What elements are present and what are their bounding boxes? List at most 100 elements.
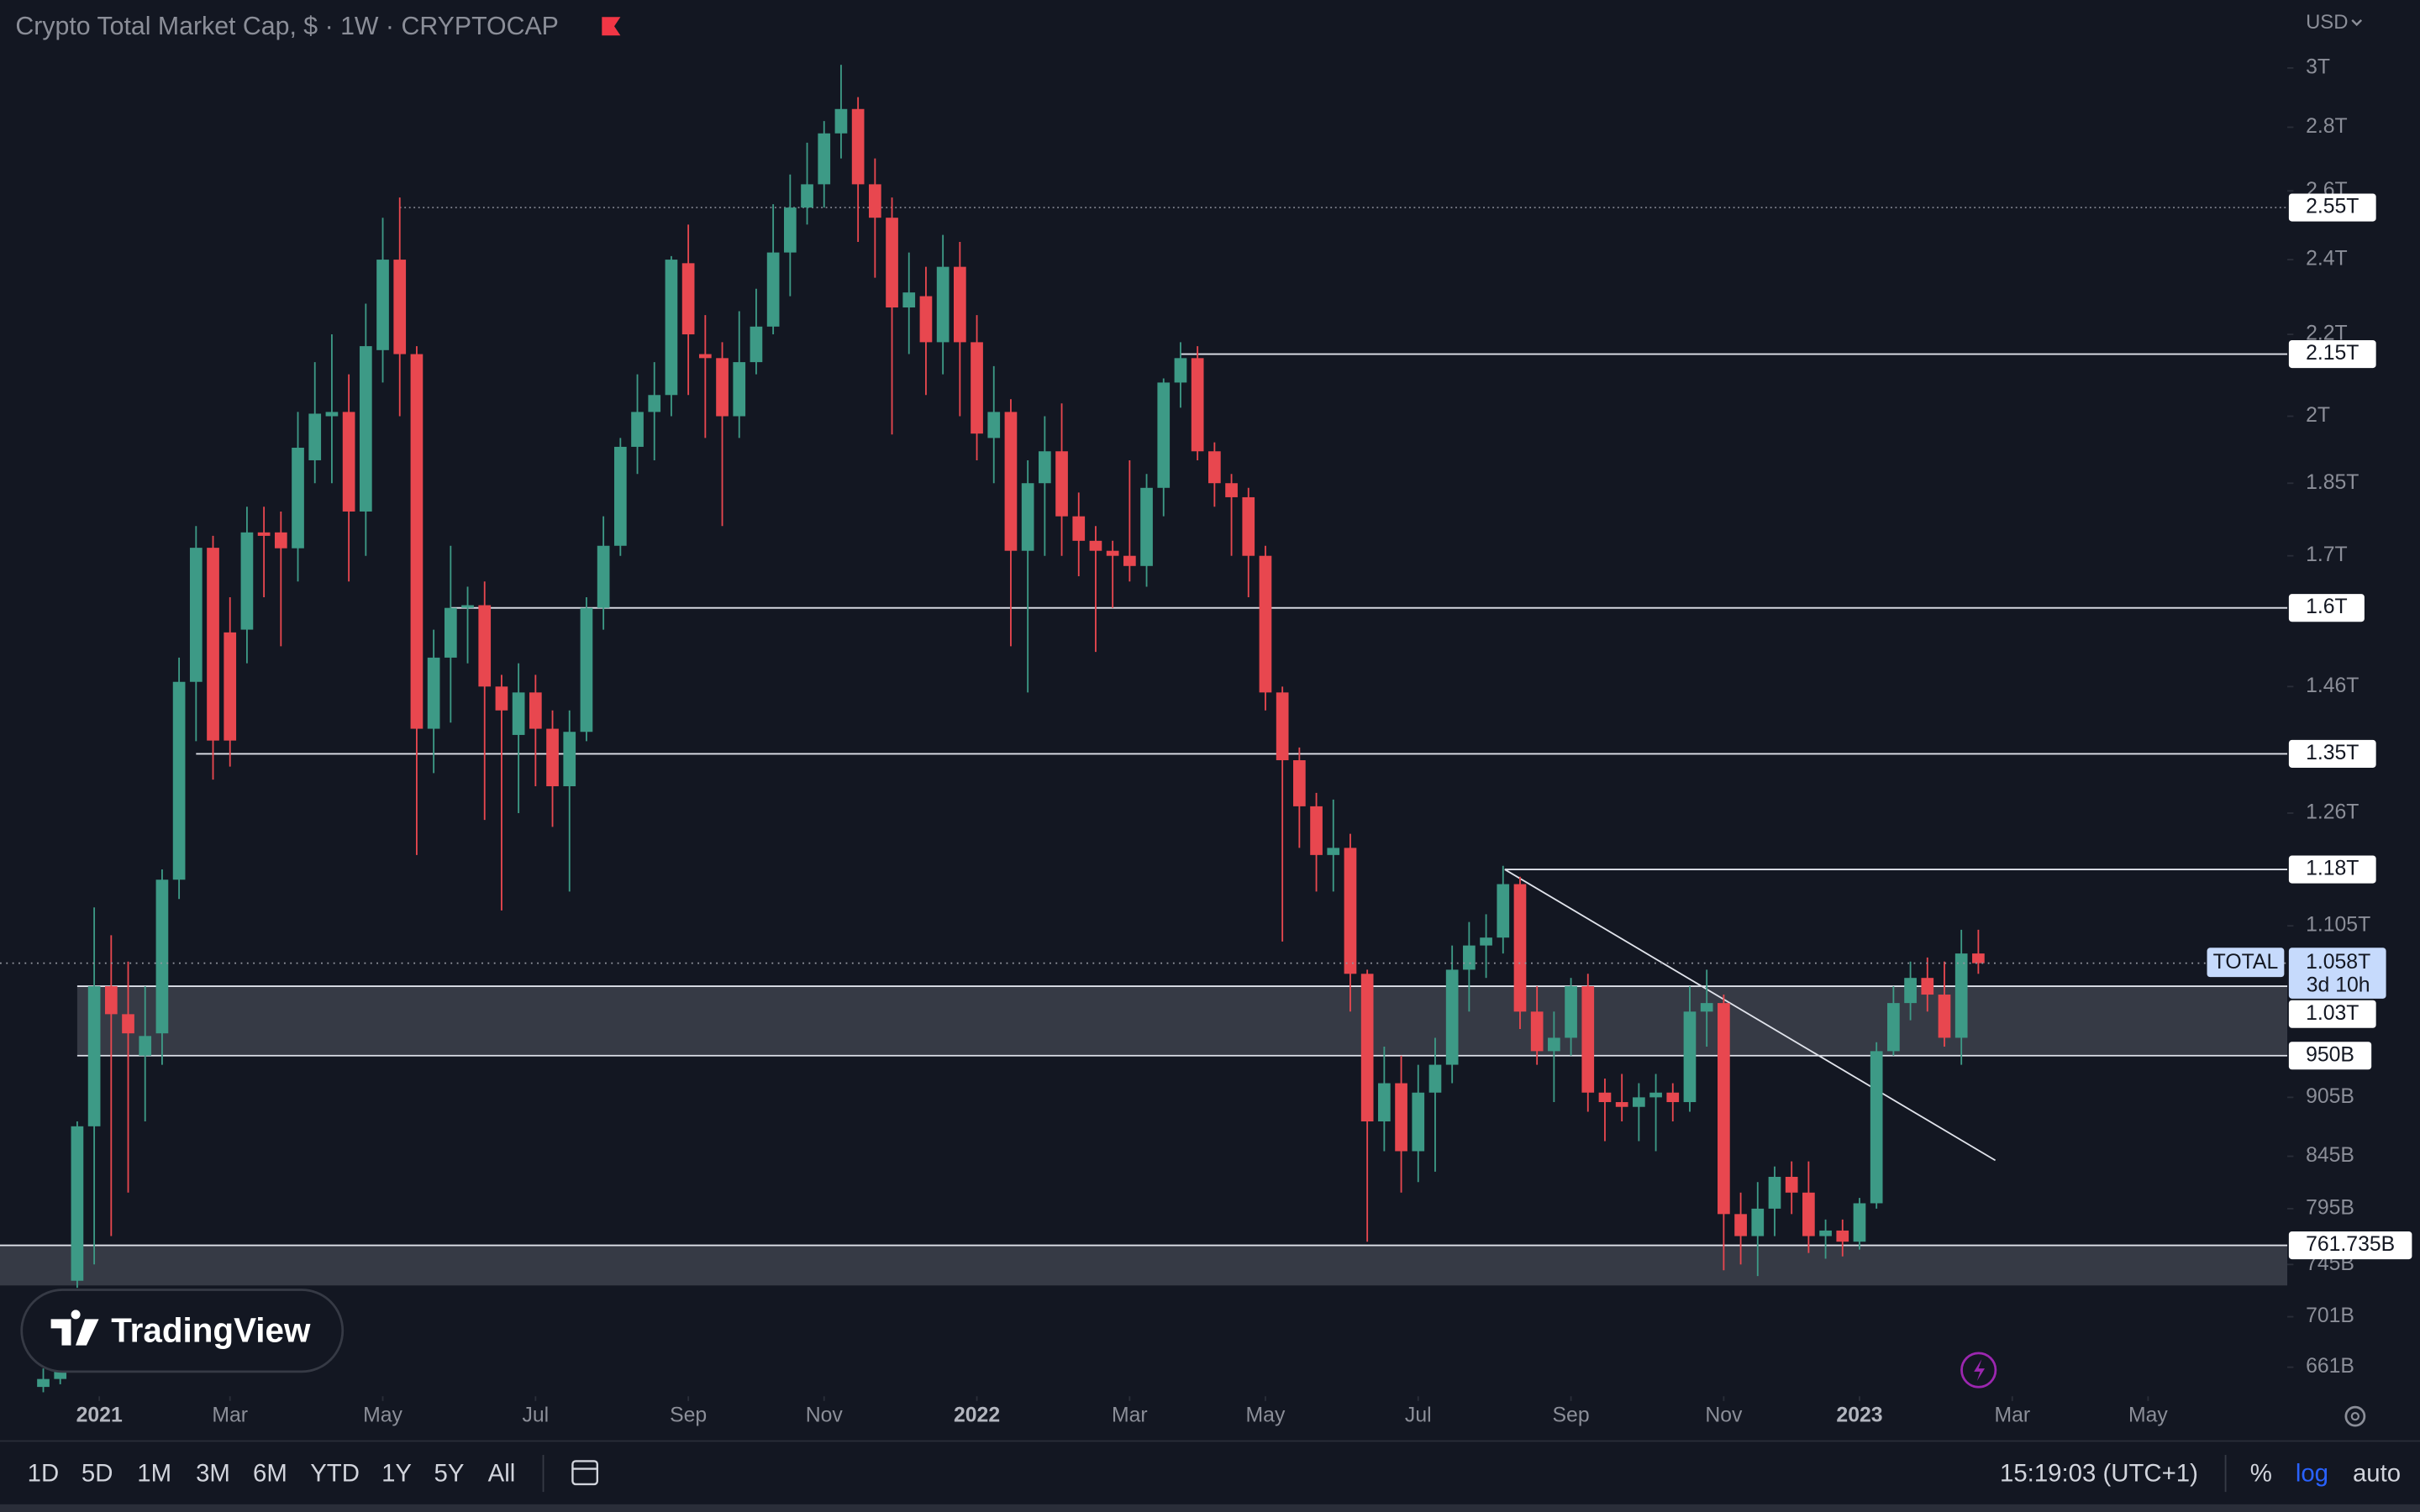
candle-body: [1734, 1214, 1747, 1236]
gear-hub: [2350, 1411, 2360, 1421]
y-tick-label: 3T: [2306, 55, 2330, 78]
level-label: 1.18T: [2306, 858, 2359, 880]
candle-body: [478, 605, 492, 687]
level-label-box: [2288, 1000, 2376, 1028]
interval-button[interactable]: 3M: [196, 1460, 230, 1488]
candle-body: [1666, 1092, 1680, 1103]
date-range-button[interactable]: [571, 1460, 599, 1486]
logo[interactable]: TradingView: [20, 1289, 345, 1373]
interval-button[interactable]: 1D: [28, 1460, 60, 1488]
candle-body: [733, 362, 746, 417]
candle-body: [1140, 487, 1153, 566]
candle-body: [1072, 516, 1086, 541]
level-label-box: [2288, 855, 2376, 884]
candle-body: [224, 632, 237, 741]
y-tick-label: 795B: [2306, 1196, 2354, 1219]
percent-toggle[interactable]: %: [2250, 1460, 2272, 1488]
candle-body: [1174, 358, 1187, 383]
candle-body: [716, 358, 729, 417]
candle-body: [1768, 1177, 1781, 1209]
candle-body: [87, 986, 101, 1126]
calendar-icon: [571, 1460, 599, 1486]
candle-body: [292, 448, 304, 549]
candle-body: [563, 732, 576, 787]
candle-body: [1870, 1051, 1883, 1204]
auto-toggle[interactable]: auto: [2353, 1460, 2401, 1488]
candle-body: [207, 548, 219, 741]
interval-button[interactable]: YTD: [310, 1460, 360, 1488]
x-tick-label: 2022: [954, 1404, 1000, 1427]
clock[interactable]: 15:19:03 (UTC+1): [2000, 1460, 2198, 1488]
candle-body: [1004, 412, 1018, 551]
candle-body: [597, 545, 610, 608]
candle-body: [801, 184, 813, 208]
candle-body: [308, 413, 322, 460]
level-label: 2.55T: [2306, 196, 2359, 218]
plot-area: 3T2.8T2.6T2.4T2.2T2T1.85T1.7T1.46T1.26T1…: [0, 55, 2370, 1427]
log-toggle[interactable]: log: [2296, 1460, 2328, 1488]
countdown: 3d 10h: [2307, 974, 2370, 997]
candle-body: [1530, 1011, 1544, 1052]
logo-mark: [50, 1310, 99, 1346]
candle-body: [37, 1378, 50, 1388]
candle-body: [1039, 451, 1051, 484]
y-tick-label: 701B: [2306, 1305, 2354, 1327]
x-tick-label: Jul: [522, 1404, 549, 1427]
candle-body: [868, 184, 881, 218]
interval-button[interactable]: 5Y: [434, 1460, 465, 1488]
interval-button[interactable]: All: [488, 1460, 516, 1488]
candle-body: [971, 342, 983, 434]
x-tick-label: Sep: [1553, 1404, 1590, 1427]
candle-body: [1259, 555, 1272, 693]
interval-button[interactable]: 6M: [253, 1460, 287, 1488]
candle-body: [1938, 995, 1951, 1038]
candle-body: [580, 607, 593, 732]
candle-body: [1310, 806, 1323, 855]
candle-body: [139, 1036, 152, 1056]
candle-body: [1615, 1102, 1628, 1107]
candle-body: [444, 607, 457, 658]
candle-body: [1276, 692, 1289, 761]
candle-body: [512, 692, 525, 735]
candle-body: [257, 532, 271, 536]
candle-body: [1581, 986, 1595, 1093]
candle-body: [1887, 1003, 1900, 1052]
level-label-box: [2288, 193, 2376, 222]
candle-body: [1683, 1011, 1697, 1103]
zone: [0, 1245, 2288, 1286]
flag-icon[interactable]: [602, 17, 621, 36]
y-tick-label: 661B: [2306, 1355, 2354, 1378]
candle-body: [936, 266, 950, 343]
logo-frame: [20, 1289, 345, 1373]
candle-body: [1327, 848, 1340, 855]
interval-button[interactable]: 5D: [82, 1460, 113, 1488]
interval-button[interactable]: 1M: [137, 1460, 171, 1488]
candle-body: [376, 260, 389, 350]
y-tick-label: 2T: [2306, 404, 2330, 427]
candle-body: [818, 133, 831, 185]
level-label-box: [2288, 1231, 2412, 1260]
y-tick-label: 1.26T: [2306, 801, 2359, 824]
candle-body: [325, 412, 339, 417]
last-price-box: [2288, 948, 2386, 999]
interval-button[interactable]: 1Y: [381, 1460, 412, 1488]
candle-body: [342, 412, 355, 512]
series-name: TOTAL: [2213, 951, 2279, 974]
candle-body: [1463, 945, 1476, 970]
candle-body: [1497, 884, 1510, 938]
alert-icon[interactable]: [1960, 1352, 1997, 1389]
candle-body: [1412, 1092, 1425, 1152]
candle-body: [155, 879, 169, 1034]
candle-body: [1123, 555, 1136, 566]
level-label: 1.03T: [2306, 1002, 2359, 1025]
candle-body: [1021, 483, 1034, 551]
y-tick-label: 1.7T: [2306, 543, 2348, 566]
currency-selector[interactable]: USD: [2306, 11, 2348, 34]
bolt: [1974, 1359, 1986, 1381]
candle-body: [495, 686, 508, 711]
candle-body: [1428, 1064, 1442, 1093]
series-name-box: [2207, 948, 2285, 978]
candle-body: [665, 260, 678, 396]
settings-icon[interactable]: [2344, 1405, 2366, 1427]
